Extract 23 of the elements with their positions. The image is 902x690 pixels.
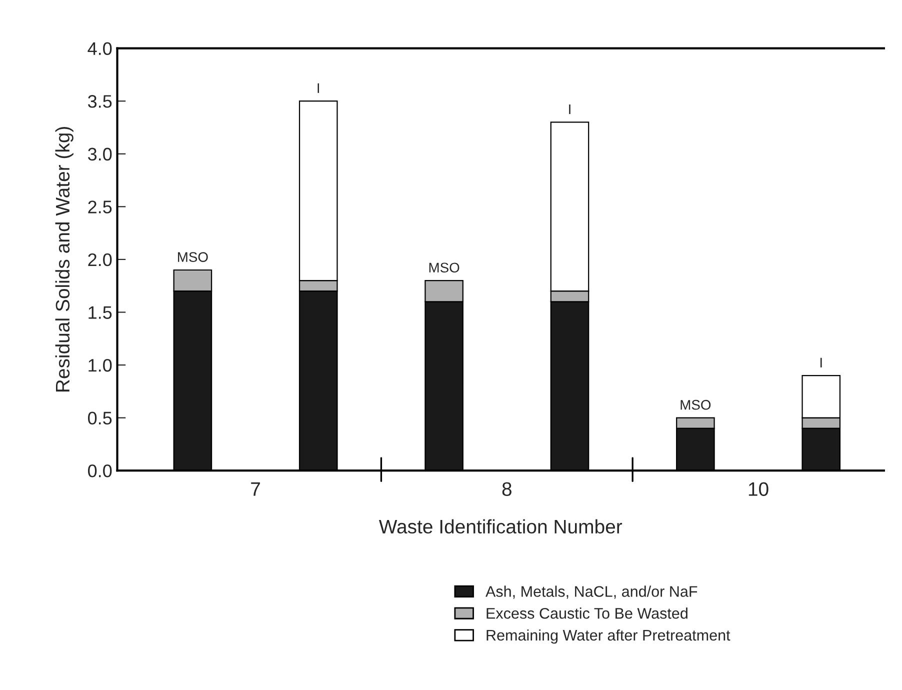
x-axis-title: Waste Identification Number: [378, 519, 622, 534]
y-tick-label: 1.5: [88, 306, 112, 319]
total-label: I: [318, 83, 320, 93]
legend-label: Ash, Metals, NaCL, and/or NaF: [486, 586, 698, 599]
total-label: MSO: [429, 262, 460, 273]
legend-label: Remaining Water after Pretreatment: [486, 629, 730, 644]
y-axis-title: Residual Solids and Water (kg): [55, 126, 74, 392]
y-tick-label: 2.0: [88, 253, 112, 266]
total-label: MSO: [680, 400, 711, 410]
x-tick-label: 10: [748, 482, 768, 496]
y-tick-label: 4.0: [88, 42, 112, 56]
y-tick-label: 0.0: [88, 464, 112, 478]
y-tick-label: 3.5: [88, 95, 112, 108]
x-tick-label: 8: [502, 482, 512, 496]
y-tick-label: 0.5: [88, 412, 112, 425]
total-label: I: [569, 104, 570, 114]
total-label: MSO: [178, 252, 208, 262]
legend-label: Excess Caustic To Be Wasted: [486, 608, 688, 619]
x-tick-label: 7: [251, 482, 260, 496]
y-tick-label: 1.0: [88, 358, 112, 372]
y-tick-label: 2.5: [88, 200, 112, 214]
total-label: I: [820, 358, 822, 368]
y-tick-label: 3.0: [88, 148, 112, 161]
